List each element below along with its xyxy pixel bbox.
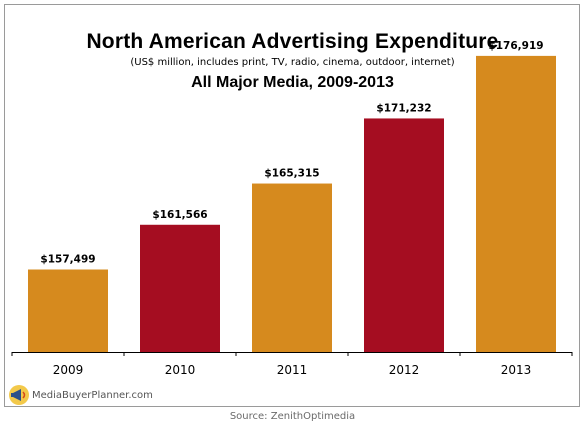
x-tick-label-2011: 2011: [277, 363, 308, 377]
megaphone-icon: [9, 385, 29, 405]
value-label-2009: $157,499: [40, 254, 95, 266]
bar-2009: [28, 269, 108, 352]
x-tick-label-2012: 2012: [389, 363, 420, 377]
chart-subtitle-media: All Major Media, 2009-2013: [191, 74, 394, 91]
x-tick-label-2010: 2010: [165, 363, 196, 377]
chart-subtitle: (US$ million, includes print, TV, radio,…: [130, 57, 455, 68]
value-label-2013: $176,919: [488, 40, 543, 52]
logo-text: MediaBuyerPlanner.com: [32, 390, 153, 401]
value-label-2011: $165,315: [264, 168, 319, 180]
source-note: Source: ZenithOptimedia: [229, 411, 356, 422]
x-tick-label-2009: 2009: [53, 363, 84, 377]
bar-2013: [476, 55, 556, 353]
x-tick-labels-group: 2009 2010 2011 2012 2013: [53, 363, 532, 377]
x-tick-label-2013: 2013: [501, 363, 532, 377]
bar-2010: [140, 224, 220, 352]
x-axis: [11, 352, 573, 356]
chart-title: North American Advertising Expenditure: [86, 30, 499, 53]
value-labels-group: $157,499 $161,566 $165,315 $171,232 $176,919: [40, 40, 543, 266]
bar-2012: [364, 118, 444, 352]
bars-group: [28, 55, 556, 353]
value-label-2010: $161,566: [152, 209, 207, 221]
value-label-2012: $171,232: [376, 102, 431, 114]
bar-2011: [252, 183, 332, 352]
media-buyer-planner-logo: MediaBuyerPlanner.com: [8, 384, 158, 406]
